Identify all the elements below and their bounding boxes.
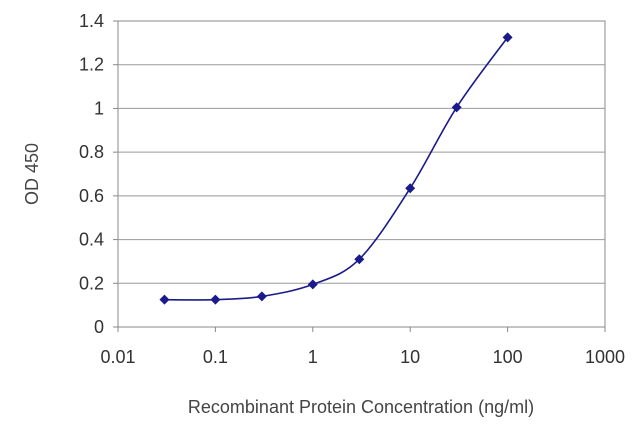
data-point-marker [210, 294, 221, 305]
x-tick-label: 10 [400, 347, 420, 367]
data-point-marker [307, 279, 318, 290]
plot-area [117, 20, 606, 328]
data-point-marker [354, 254, 365, 265]
data-point-marker [159, 294, 170, 305]
y-tick-label: 0.4 [79, 230, 104, 250]
x-tick-label: 1 [308, 347, 318, 367]
x-tick-label: 1000 [585, 347, 625, 367]
data-point-marker [451, 102, 462, 113]
data-point-marker [405, 183, 416, 194]
y-tick-label: 1.2 [79, 55, 104, 75]
grid-lines [118, 64, 605, 284]
y-tick-label: 0.6 [79, 186, 104, 206]
y-tick-label: 1.4 [79, 11, 104, 31]
x-tick-label: 0.01 [100, 347, 135, 367]
x-tick-label: 100 [493, 347, 523, 367]
y-tick-label: 0 [94, 317, 104, 337]
x-tick-label: 0.1 [203, 347, 228, 367]
data-points [159, 32, 513, 305]
x-axis-ticks: 0.01 0.1 1 10 100 1000 [100, 327, 625, 367]
data-point-marker [502, 32, 513, 43]
y-tick-label: 0.8 [79, 142, 104, 162]
y-tick-label: 0.2 [79, 273, 104, 293]
y-tick-label: 1 [94, 98, 104, 118]
data-point-marker [256, 291, 267, 302]
y-axis-ticks: 0 0.2 0.4 0.6 0.8 1 1.2 1.4 [79, 11, 118, 337]
y-axis-title: OD 450 [22, 143, 42, 205]
x-axis-title: Recombinant Protein Concentration (ng/ml… [188, 397, 534, 417]
